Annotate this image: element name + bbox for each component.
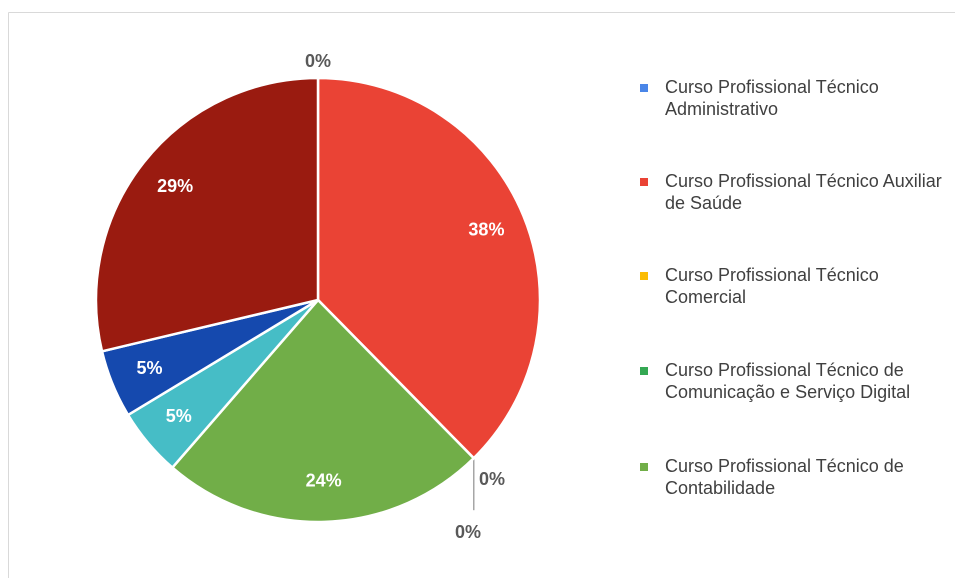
legend-label: Curso Profissional Técnico de Comunicaçã… bbox=[665, 360, 911, 402]
legend-item: Curso Profissional Técnico Auxiliar de S… bbox=[640, 170, 952, 214]
legend-swatch bbox=[640, 272, 648, 280]
data-label: 38% bbox=[468, 220, 504, 240]
legend-item: Curso Profissional Técnico de Contabilid… bbox=[640, 455, 952, 499]
legend-label: Curso Profissional Técnico Administrativ… bbox=[665, 77, 879, 119]
legend-item: Curso Profissional Técnico Comercial bbox=[640, 264, 952, 308]
legend-swatch bbox=[640, 178, 648, 186]
pie-slice bbox=[316, 76, 542, 460]
legend-label: Curso Profissional Técnico de Contabilid… bbox=[665, 456, 904, 498]
data-label: 29% bbox=[157, 176, 193, 196]
legend-swatch bbox=[640, 463, 648, 471]
data-label: 5% bbox=[137, 358, 163, 378]
data-label: 0% bbox=[455, 522, 481, 542]
pie-slice bbox=[94, 76, 320, 353]
data-label: 0% bbox=[479, 469, 505, 489]
data-label: 24% bbox=[306, 471, 342, 491]
legend-swatch bbox=[640, 84, 648, 92]
data-label: 0% bbox=[305, 51, 331, 71]
legend-swatch bbox=[640, 367, 648, 375]
legend-item: Curso Profissional Técnico de Comunicaçã… bbox=[640, 359, 952, 403]
data-label: 5% bbox=[166, 406, 192, 426]
legend-label: Curso Profissional Técnico Comercial bbox=[665, 265, 879, 307]
legend-label: Curso Profissional Técnico Auxiliar de S… bbox=[665, 171, 942, 213]
legend-item: Curso Profissional Técnico Administrativ… bbox=[640, 76, 952, 120]
pie-slice bbox=[170, 298, 476, 524]
